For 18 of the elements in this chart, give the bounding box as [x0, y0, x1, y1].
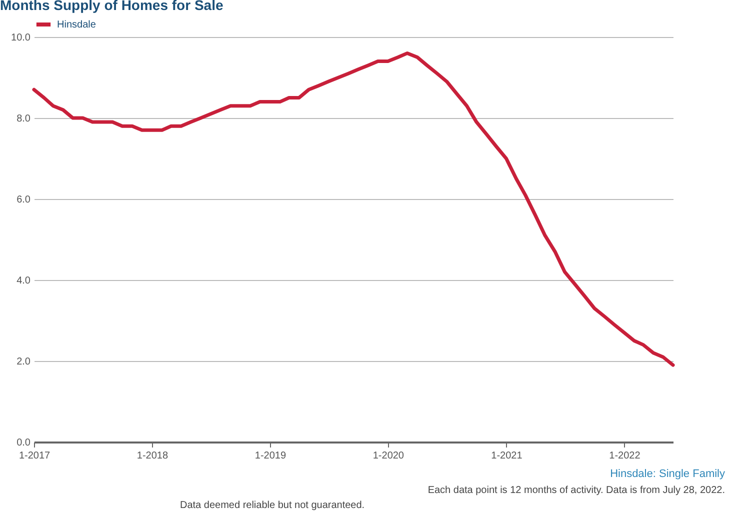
x-tick-label: 1-2020: [372, 450, 404, 462]
text: Data deemed reliable but not guaranteed.: [180, 500, 365, 511]
text: Hinsdale: Single Family: [610, 468, 725, 480]
x-tick-label: 1-2022: [609, 450, 641, 462]
legend-label: Hinsdale: [57, 20, 96, 30]
line-series: [32, 51, 675, 367]
y-tick-label: 2.0: [16, 356, 31, 368]
x-tick-label: 1-2017: [18, 450, 51, 462]
chart-title: Months Supply of Homes for Sale: [0, 0, 224, 13]
y-tick-label: 10.0: [11, 32, 31, 44]
y-tick-label: 8.0: [16, 114, 31, 124]
text: Each data point is 12 months of activity. Data is from July 28, 2022.: [428, 485, 725, 496]
y-tick-label: 6.0: [16, 194, 31, 206]
x-tick-label: 1-2021: [491, 450, 523, 462]
x-tick-label: 1-2018: [136, 450, 168, 462]
y-tick-label: 4.0: [16, 276, 31, 286]
y-tick-label: 0.0: [16, 438, 31, 448]
x-tick-label: 1-2019: [254, 450, 286, 462]
